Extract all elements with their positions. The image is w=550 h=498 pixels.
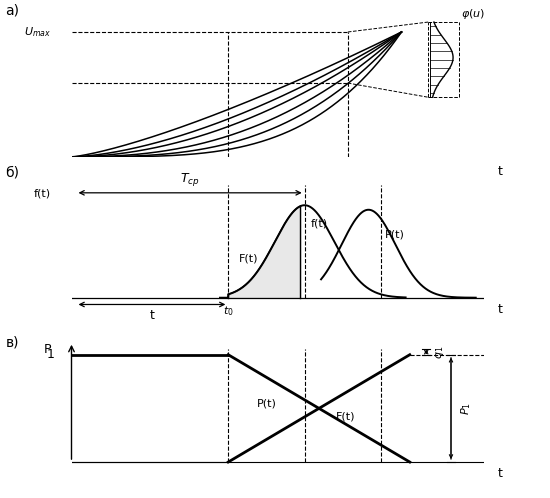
Text: а): а) <box>6 4 19 18</box>
Text: в): в) <box>6 335 19 349</box>
Text: P(t): P(t) <box>385 230 405 240</box>
Text: $q_1$: $q_1$ <box>434 346 447 359</box>
Text: $U_{max}$: $U_{max}$ <box>24 25 51 39</box>
Text: 1: 1 <box>47 348 55 361</box>
Text: f(t): f(t) <box>34 189 51 199</box>
Text: F(t): F(t) <box>239 254 258 264</box>
Text: t: t <box>498 303 503 316</box>
Text: $t_0$: $t_0$ <box>223 304 234 318</box>
Text: $T_{cp}$: $T_{cp}$ <box>180 171 200 188</box>
Text: F(t): F(t) <box>336 412 355 422</box>
Text: б): б) <box>6 166 19 180</box>
Text: t: t <box>498 165 503 178</box>
Text: $P_1$: $P_1$ <box>459 402 473 415</box>
Text: t: t <box>150 309 155 322</box>
Text: P(t): P(t) <box>257 398 277 408</box>
Text: t: t <box>498 468 503 481</box>
Text: f(t): f(t) <box>311 218 328 229</box>
Text: P: P <box>43 343 51 356</box>
Text: $\varphi(u)$: $\varphi(u)$ <box>461 6 486 20</box>
